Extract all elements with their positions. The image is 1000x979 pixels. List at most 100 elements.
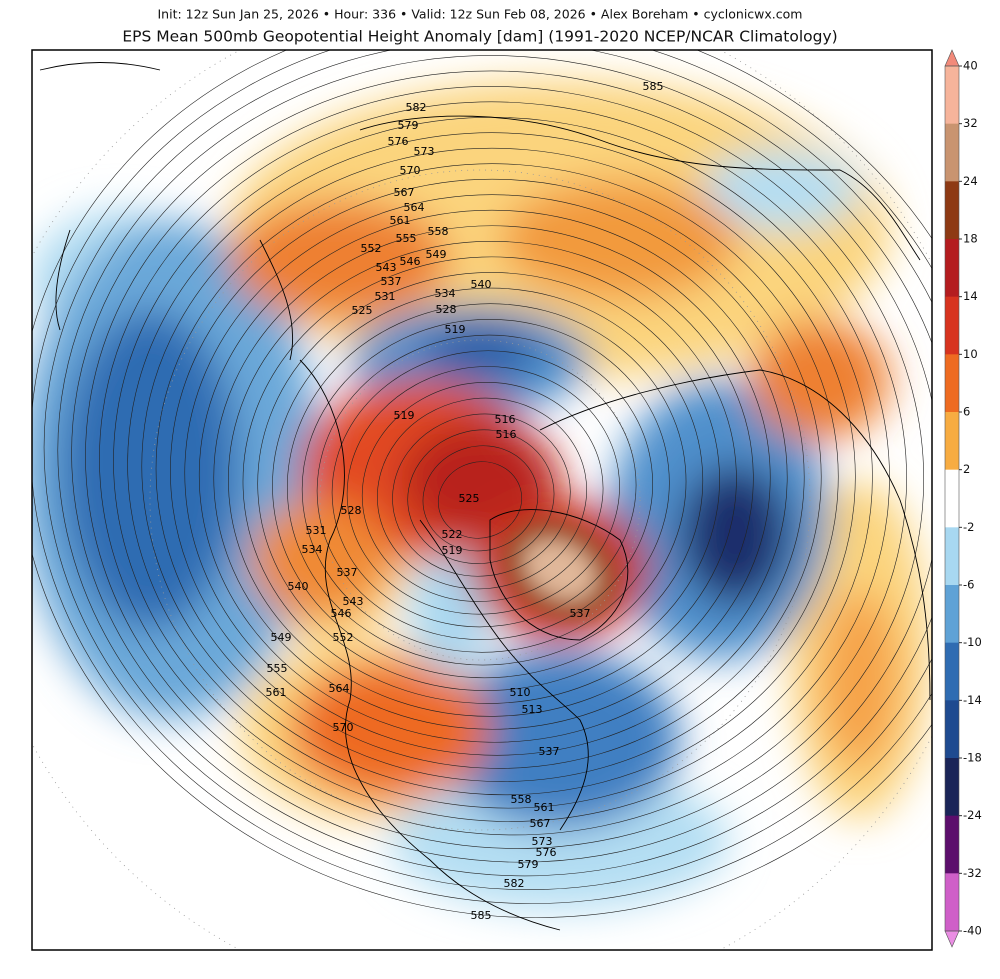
contour-label: 576 [388, 135, 409, 148]
colorbar-tick-label: 40 [963, 59, 978, 73]
contour [198, 209, 788, 743]
map-frame [31, 49, 933, 951]
colorbar-band [945, 873, 959, 932]
contour-label: 582 [406, 101, 427, 114]
contour [155, 163, 839, 782]
contour-label: 519 [442, 544, 463, 557]
colorbar-band [945, 123, 959, 182]
colorbar-band [945, 354, 959, 413]
contour [99, 101, 907, 836]
contour [113, 117, 890, 822]
contour-label: 579 [518, 858, 539, 871]
contour-label: 573 [414, 145, 435, 158]
contour [407, 429, 555, 564]
contour [57, 55, 932, 877]
colorbar-over [944, 49, 960, 67]
contour-label: 540 [288, 580, 309, 593]
contour-label: 543 [343, 595, 364, 608]
contour [213, 225, 771, 730]
contour [301, 319, 670, 653]
contour-label: 546 [400, 255, 421, 268]
colorbar-tick-label: -10 [963, 635, 982, 649]
contour-label: 537 [570, 607, 591, 620]
contour-label: 585 [471, 909, 492, 922]
contour-label: 558 [511, 793, 532, 806]
colorbar-band [945, 642, 959, 701]
map-title: EPS Mean 500mb Geopotential Height Anoma… [122, 28, 837, 46]
contour-label: 555 [396, 232, 417, 245]
contour [127, 132, 873, 809]
colorbar-band [945, 700, 959, 759]
colorbar-tick-label: -24 [963, 808, 982, 822]
contour [257, 272, 720, 691]
contour [71, 70, 932, 863]
contour-label: 528 [341, 504, 362, 517]
contour-label: 582 [504, 877, 525, 890]
contour-label: 573 [532, 835, 553, 848]
anomaly-core [503, 520, 617, 620]
colorbar-band [945, 815, 959, 874]
contour [141, 147, 856, 796]
colorbar-band [945, 527, 959, 586]
colorbar: 40 32 24 18 14 10 6 2 -2 -6 -10 -14 -18 -24 -32 -40 [944, 49, 982, 948]
colorbar-tick-label: -6 [963, 578, 974, 592]
contour-label: 522 [442, 528, 463, 541]
colorbar-band [945, 758, 959, 817]
contour-label: 537 [539, 745, 560, 758]
colorbar-frame [944, 65, 960, 932]
contour-label: 552 [333, 631, 354, 644]
colorbar-tick-label: 32 [963, 116, 978, 130]
colorbar-band [945, 585, 959, 644]
contour [272, 287, 704, 679]
colorbar-band [945, 469, 959, 528]
contour-label: 549 [271, 631, 292, 644]
contour [316, 334, 653, 640]
contour-label: 513 [522, 703, 543, 716]
contour-label: 525 [352, 304, 373, 317]
contour-label: 561 [390, 214, 411, 227]
colorbar-tick-label: 18 [963, 232, 978, 246]
colorbar-band [945, 412, 959, 471]
contour [422, 445, 539, 552]
colorbar-band [945, 239, 959, 298]
contour-label: 543 [376, 261, 397, 274]
contour-label: 561 [266, 686, 287, 699]
colorbar-tick-label: 24 [963, 174, 978, 188]
contour-label: 567 [530, 817, 551, 830]
colorbar-tick-label: 2 [963, 462, 970, 476]
header-info: Init: 12z Sun Jan 25, 2026 • Hour: 336 •… [158, 7, 803, 22]
colorbar-band [945, 181, 959, 240]
contour [228, 240, 754, 717]
colorbar-tick-label: -18 [963, 751, 982, 765]
contour [85, 86, 924, 849]
contour-label: 564 [404, 201, 425, 214]
contour-label: 531 [375, 290, 396, 303]
contour-label: 540 [471, 278, 492, 291]
contour-label: 519 [394, 409, 415, 422]
colorbar-tick-label: -2 [963, 520, 974, 534]
colorbar-tick-label: -14 [963, 693, 982, 707]
contour [331, 350, 637, 628]
colorbar-under [944, 930, 960, 948]
contour-label: 558 [428, 225, 449, 238]
contour-label: 537 [337, 566, 358, 579]
contour-label: 561 [534, 801, 555, 814]
contour-label: 534 [302, 543, 323, 556]
contour [286, 303, 687, 666]
contour-label: 549 [426, 248, 447, 261]
contour-label: 564 [329, 682, 350, 695]
contour-label: 525 [459, 492, 480, 505]
contour [346, 366, 620, 615]
contour [242, 256, 737, 704]
contour-label: 579 [398, 119, 419, 132]
contour-label: 534 [435, 287, 456, 300]
contour-label: 537 [381, 275, 402, 288]
contour [361, 382, 604, 602]
contour-label: 576 [536, 846, 557, 859]
contour-label: 555 [267, 662, 288, 675]
